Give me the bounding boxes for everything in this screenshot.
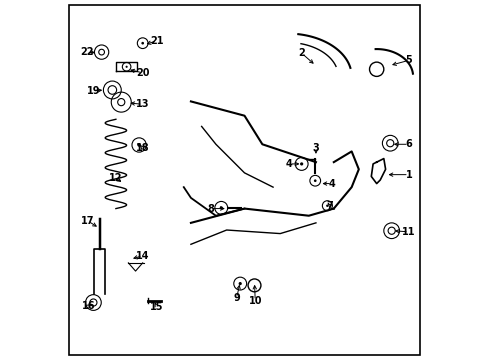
Text: 20: 20	[136, 68, 149, 78]
Circle shape	[137, 143, 141, 147]
Text: 4: 4	[328, 179, 335, 189]
Text: 16: 16	[82, 301, 96, 311]
Text: 14: 14	[136, 251, 149, 261]
Text: 18: 18	[136, 143, 149, 153]
Text: 11: 11	[401, 227, 415, 237]
Text: 19: 19	[87, 86, 101, 96]
Text: 15: 15	[150, 302, 163, 312]
Text: 5: 5	[405, 55, 411, 65]
Text: 10: 10	[248, 296, 262, 306]
Circle shape	[141, 42, 144, 45]
Text: 12: 12	[109, 173, 122, 183]
Text: 21: 21	[150, 36, 163, 46]
Circle shape	[125, 66, 127, 68]
Text: 4: 4	[285, 159, 292, 169]
Text: 6: 6	[405, 139, 411, 149]
Text: 9: 9	[233, 293, 240, 303]
Text: 22: 22	[80, 48, 93, 58]
Circle shape	[313, 179, 316, 182]
Text: 3: 3	[312, 143, 319, 153]
Text: 17: 17	[81, 216, 95, 226]
Circle shape	[238, 282, 242, 285]
Text: 8: 8	[207, 203, 214, 213]
Text: 7: 7	[326, 201, 333, 211]
Circle shape	[325, 204, 328, 207]
Text: 2: 2	[298, 48, 305, 58]
Text: 1: 1	[405, 170, 411, 180]
Text: 13: 13	[136, 99, 149, 109]
Circle shape	[219, 206, 223, 210]
Circle shape	[300, 162, 303, 166]
